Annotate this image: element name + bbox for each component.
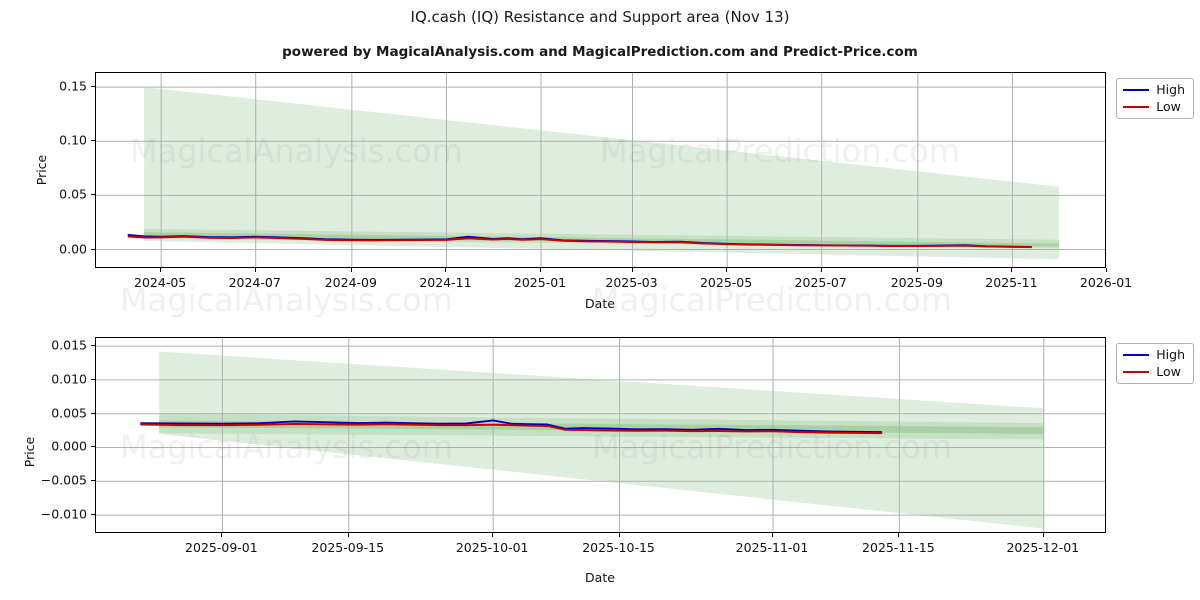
series-line-low (140, 423, 883, 435)
legend-label: Low (1156, 98, 1181, 114)
x-tick-mark (631, 268, 633, 272)
x-tick-label: 2025-05 (699, 275, 753, 290)
y-tick-label: 0.015 (51, 337, 87, 353)
band-resistance-support-wide (144, 87, 1059, 260)
x-tick-label: 2024-05 (134, 275, 187, 290)
x-tick-mark (1106, 268, 1107, 272)
plot-canvas-zoom (96, 338, 1105, 532)
x-tick-label: 2025-09-01 (185, 540, 258, 555)
x-tick-label: 2024-11 (419, 275, 472, 290)
legend-swatch-low (1123, 105, 1150, 108)
legend-swatch-high (1123, 89, 1150, 92)
series-line-high (140, 419, 883, 434)
x-tick-label: 2025-03 (605, 275, 658, 290)
chart-panel-overview (95, 72, 1106, 268)
y-tick-label: 0.15 (59, 78, 87, 94)
x-tick-label: 2024-09 (324, 275, 377, 290)
plot-area-overview (95, 72, 1106, 268)
legend-entry-low[interactable]: Low (1123, 98, 1185, 114)
x-tick-label: 2025-11-15 (862, 540, 935, 555)
series-line-low (127, 235, 1032, 249)
plot-canvas-overview (96, 73, 1105, 267)
x-tick-label: 2025-10-15 (582, 540, 655, 555)
x-tick-label: 2025-12-01 (1006, 540, 1080, 555)
y-tick-mark (91, 446, 95, 448)
x-tick-mark (445, 268, 447, 272)
x-tick-label: 2025-09-15 (311, 540, 385, 555)
x-tick-mark (160, 268, 162, 272)
x-tick-mark (916, 268, 918, 272)
y-tick-mark (91, 480, 95, 482)
y-tick-label: 0.00 (59, 241, 87, 256)
x-tick-label: 2025-01 (513, 275, 567, 290)
page-title: IQ.cash (IQ) Resistance and Support area… (410, 8, 790, 26)
legend-overview[interactable]: High Low (1116, 78, 1194, 119)
legend-zoom[interactable]: High Low (1116, 343, 1194, 384)
y-tick-mark (91, 378, 95, 380)
band-resistance-support-core (144, 232, 1059, 247)
x-tick-mark (1042, 533, 1044, 537)
x-tick-mark (898, 533, 900, 537)
x-tick-label: 2025-09 (890, 275, 943, 290)
x-axis-title-overview: Date (585, 296, 615, 311)
y-axis-title-overview: Price (34, 154, 49, 186)
x-tick-mark (492, 533, 494, 537)
y-tick-label: 0.005 (51, 405, 87, 421)
y-tick-mark (91, 412, 95, 414)
y-tick-label: 0.10 (59, 132, 87, 148)
x-tick-label: 2025-10-01 (455, 540, 529, 555)
legend-swatch-low (1123, 370, 1150, 373)
y-tick-label: −0.005 (40, 472, 87, 488)
legend-swatch-high (1123, 354, 1150, 357)
y-axis-title-zoom: Price (22, 436, 37, 468)
legend-entry-high[interactable]: High (1123, 82, 1185, 97)
y-tick-label: 0.000 (51, 438, 87, 454)
x-tick-label: 2025-11 (985, 275, 1038, 290)
x-tick-mark (347, 533, 349, 537)
x-axis-title-zoom: Date (585, 570, 615, 585)
chart-panel-zoom (95, 337, 1106, 533)
x-tick-label: 2025-07 (794, 275, 847, 290)
legend-entry-low[interactable]: Low (1123, 363, 1185, 379)
legend-label: High (1156, 347, 1185, 362)
y-tick-mark (91, 248, 95, 250)
legend-entry-high[interactable]: High (1123, 347, 1185, 362)
x-tick-mark (618, 533, 620, 537)
y-tick-label: 0.05 (59, 186, 87, 202)
x-tick-label: 2024-07 (228, 275, 281, 290)
x-tick-mark (350, 268, 352, 272)
page-subtitle: powered by MagicalAnalysis.com and Magic… (282, 44, 918, 60)
y-tick-mark (91, 140, 95, 142)
y-tick-mark (91, 194, 95, 196)
y-tick-mark (91, 86, 95, 88)
legend-label: Low (1156, 363, 1181, 379)
y-tick-label: 0.010 (51, 371, 87, 387)
x-tick-mark (772, 533, 773, 537)
band-resistance-support-wide (159, 351, 1044, 529)
x-tick-mark (726, 268, 728, 272)
x-tick-mark (1011, 268, 1013, 272)
x-tick-mark (221, 533, 223, 537)
x-tick-label: 2025-11-01 (735, 540, 809, 555)
plot-area-zoom (95, 337, 1106, 533)
x-tick-mark (540, 268, 542, 272)
x-tick-mark (254, 268, 256, 272)
y-tick-mark (91, 345, 95, 347)
legend-label: High (1156, 82, 1185, 97)
x-tick-mark (820, 268, 822, 272)
y-tick-label: −0.010 (40, 506, 87, 522)
x-tick-label: 2026-01 (1079, 275, 1133, 290)
y-tick-mark (91, 514, 95, 516)
